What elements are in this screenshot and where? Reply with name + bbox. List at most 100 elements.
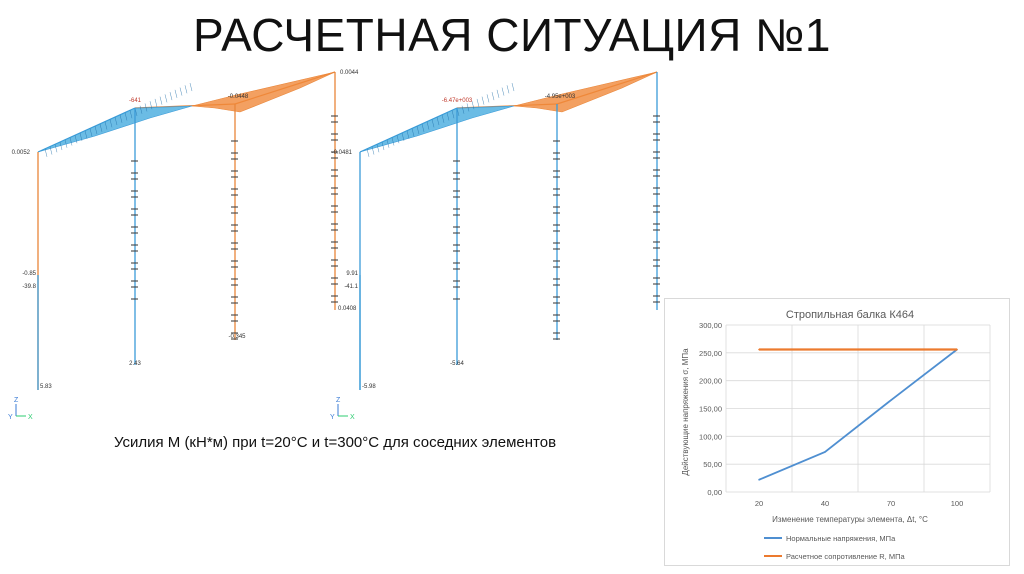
column-value-mark [331,205,338,207]
column-value-mark [653,133,660,135]
chart-container: Стропильная балка К464 Действующие напря… [664,298,1010,566]
column-value-mark [653,265,660,267]
column-value-mark [653,223,660,225]
column-value-mark [131,232,138,234]
column-value-mark [553,170,560,172]
column-value-mark [331,283,338,285]
epure-hatch [411,128,415,137]
y-tick-label: 200,00 [699,377,722,386]
column-value-mark [231,152,238,154]
moment-epure-left [359,105,515,153]
epure-hatch [139,105,143,114]
column-value-mark [653,121,660,123]
axis-z-label: Z [14,397,19,404]
moment-label-left_top: 0.0052 [12,150,31,156]
column-value-mark [653,295,660,297]
column-value-mark [331,121,338,123]
column-value-mark [653,247,660,249]
column-value-mark [453,172,460,174]
moment-label-mid1: -0.85 [22,271,36,277]
moment-label-col2_base: -5.64 [450,361,464,367]
column-value-mark [553,194,560,196]
column-value-mark [653,229,660,231]
column-value-mark [331,211,338,213]
epure-hatch [396,135,400,144]
x-tick-label: 100 [951,499,964,508]
series-point [956,348,958,351]
column-value-mark [453,178,460,180]
column-value-mark [453,268,460,270]
epure-hatch [366,148,370,157]
column-value-mark [653,193,660,195]
moment-label-mid2: -41.1 [344,284,358,290]
chart-ylabel: Действующие напряжения σ, МПа [681,348,690,476]
column-value-mark [553,314,560,316]
epure-hatch [94,126,98,135]
column-value-mark [331,151,338,153]
column-value-mark [131,214,138,216]
column-value-mark [131,190,138,192]
column-value-mark [653,169,660,171]
column-value-mark [331,193,338,195]
epure-hatch [184,85,188,94]
column-value-mark [231,284,238,286]
column-value-mark [231,314,238,316]
line-chart: Стропильная балка К464 Действующие напря… [664,298,1010,566]
series-point [824,348,826,351]
axis-y-label: Y [330,414,335,421]
epure-hatch [124,112,128,121]
epure-hatch [159,96,163,105]
diagram-caption: Усилия М (кН*м) при t=20°C и t=300°C для… [113,434,557,451]
column-value-mark [331,295,338,297]
epure-hatch [114,117,118,126]
epure-hatch [119,114,123,123]
epure-hatch [416,126,420,135]
column-value-mark [231,242,238,244]
column-value-mark [231,332,238,334]
epure-hatch [84,130,88,139]
moment-epure-left [37,105,193,153]
column-value-mark [331,133,338,135]
column-value-mark [653,175,660,177]
column-value-mark [131,298,138,300]
epure-hatch [371,146,375,155]
moment-label-peak1: -641 [129,98,142,104]
epure-hatch [376,144,380,153]
moment-label-mid2: -39.8 [22,284,36,290]
moment-label-peak2: -4.95e+003 [545,94,576,100]
y-tick-label: 100,00 [699,432,722,441]
epure-hatch [174,89,178,98]
column-value-mark [453,160,460,162]
column-value-mark [231,176,238,178]
epure-hatch [406,130,410,139]
epure-hatch [129,110,133,119]
series-point [824,451,826,453]
column-value-mark [231,170,238,172]
column-value-mark [331,265,338,267]
epure-hatch [446,112,450,121]
column-value-mark [453,250,460,252]
epure-hatch [104,121,108,130]
axis-x-label: X [350,414,355,421]
column-value-mark [231,248,238,250]
series-point [890,348,892,351]
epure-hatch [164,94,168,103]
epure-hatch [481,96,485,105]
epure-hatch [421,123,425,132]
column-value-mark [231,260,238,262]
column-value-mark [653,283,660,285]
column-value-mark [453,226,460,228]
column-value-mark [131,196,138,198]
moment-label-right_base: 0.0408 [338,306,357,312]
epure-hatch [491,92,495,101]
epure-hatch [64,139,68,148]
column-value-mark [131,262,138,264]
column-value-mark [453,280,460,282]
column-value-mark [653,139,660,141]
series-line-stress [758,348,958,481]
column-value-mark [653,187,660,189]
column-value-mark [553,278,560,280]
column-value-mark [653,151,660,153]
column-value-mark [131,178,138,180]
column-value-mark [131,244,138,246]
